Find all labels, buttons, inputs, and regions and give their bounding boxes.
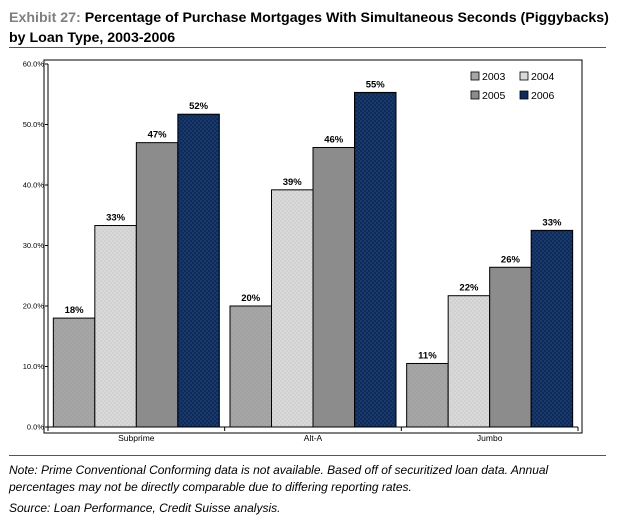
chart-title: Exhibit 27: Percentage of Purchase Mortg… [9, 8, 609, 48]
data-label: 55% [366, 79, 386, 90]
bar-2005-alt-a [312, 146, 355, 428]
bar-texture [95, 226, 136, 426]
bar-texture [178, 115, 219, 426]
y-tick-label: 0.0% [27, 423, 44, 432]
chart-note: Note: Prime Conventional Conforming data… [9, 463, 549, 494]
legend-swatch-2005 [470, 90, 480, 100]
data-label: 33% [106, 213, 126, 224]
chart-frame [43, 59, 583, 434]
data-label: 47% [148, 130, 168, 141]
bar-texture [231, 307, 271, 426]
bar-2005-jumbo [489, 266, 532, 428]
legend-label-2005: 2005 [482, 90, 506, 102]
bar-texture [355, 93, 395, 426]
data-label: 22% [459, 283, 479, 294]
y-tick-label: 50.0% [23, 120, 45, 129]
title-text: Percentage of Purchase Mortgages With Si… [9, 10, 609, 46]
data-label: 33% [542, 217, 562, 228]
top-divider [9, 47, 606, 48]
bar-2005-subprime [135, 142, 179, 428]
bar-chart: 0.0% 10.0% 20.0% 30.0% 40.0% 50.0% 60.0% 18% 33%… [23, 59, 583, 443]
y-tick-label: 30.0% [23, 241, 45, 250]
legend-swatch-2004 [519, 71, 529, 81]
bar-texture [532, 231, 572, 426]
y-tick-label: 10.0% [23, 362, 45, 371]
legend-label-2004: 2004 [531, 71, 555, 83]
bar-texture [272, 190, 312, 426]
category-label: Jumbo [477, 433, 503, 443]
bottom-divider [9, 455, 606, 456]
legend-swatch-2006 [519, 90, 529, 100]
category-label: Alt-A [304, 433, 323, 443]
category-label: Subprime [118, 433, 155, 443]
data-label: 52% [189, 101, 209, 112]
data-label: 46% [324, 134, 344, 145]
data-label: 18% [65, 305, 85, 316]
legend-label-2006: 2006 [531, 90, 555, 102]
y-tick-label: 20.0% [23, 302, 45, 311]
data-label: 11% [418, 350, 437, 361]
data-label: 39% [283, 177, 303, 188]
bar-texture [449, 296, 489, 426]
chart-source: Source: Loan Performance, Credit Suisse … [9, 501, 281, 515]
legend-swatch-2003 [470, 71, 480, 81]
data-label: 26% [501, 254, 521, 265]
exhibit-label: Exhibit 27: [9, 10, 81, 26]
y-tick-label: 60.0% [23, 60, 45, 69]
bar-texture [407, 364, 448, 426]
legend-label-2003: 2003 [482, 71, 506, 83]
y-tick-label: 40.0% [23, 181, 45, 190]
data-label: 20% [241, 293, 261, 304]
bar-texture [54, 319, 94, 426]
